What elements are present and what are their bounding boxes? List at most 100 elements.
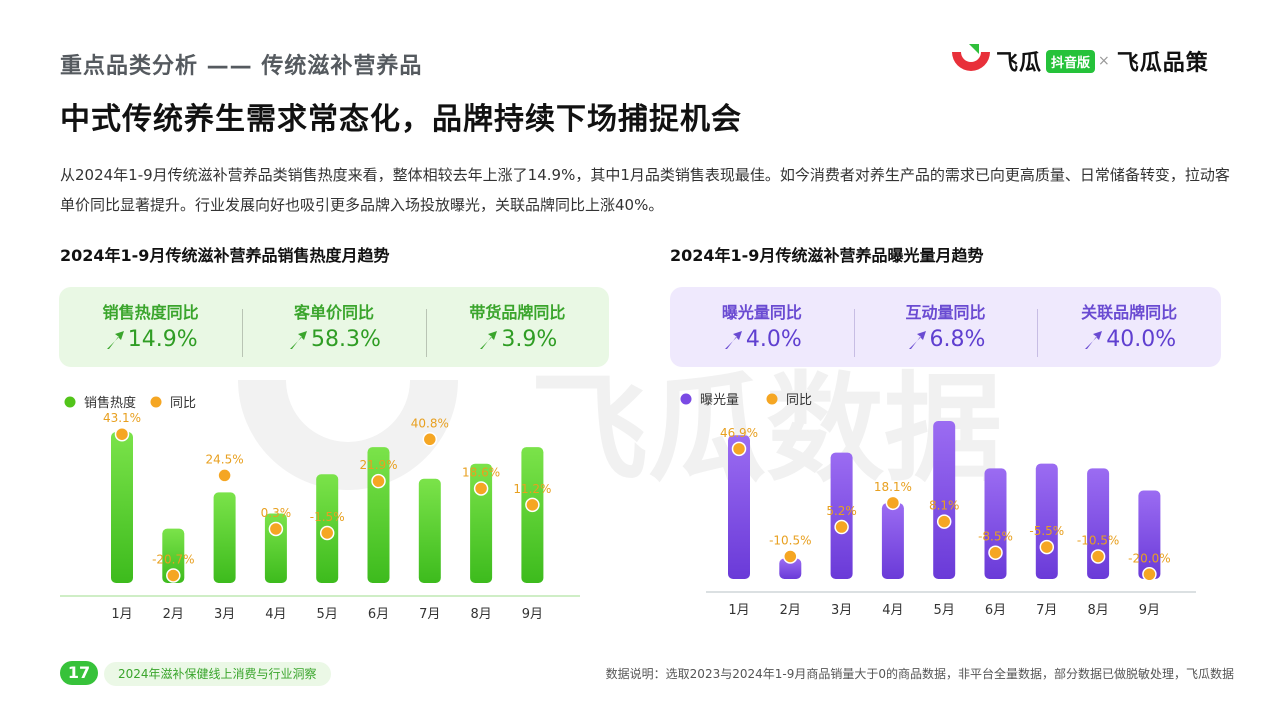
kpi-label: 客单价同比 (293, 303, 374, 322)
yoy-data-label: 11.2% (513, 482, 551, 496)
kpi-value-row: 3.9% (426, 327, 609, 352)
x-tick-label: 1月 (111, 607, 132, 622)
bar (162, 528, 185, 583)
yoy-data-label: 24.5% (206, 452, 244, 466)
page-number: 17 (60, 661, 98, 685)
x-tick-label: 7月 (1036, 603, 1057, 618)
bar (111, 432, 133, 583)
bar (470, 463, 493, 583)
bar (418, 478, 441, 583)
kpi-label: 互动量同比 (905, 303, 986, 322)
yoy-point (885, 495, 901, 511)
legend-bar-label: 销售热度 (84, 395, 136, 411)
kpi-value-row: 4.0% (670, 327, 854, 352)
yoy-point (1142, 567, 1157, 582)
yoy-point (936, 514, 952, 529)
yoy-data-label: 0.3% (261, 506, 292, 520)
x-tick-label: 6月 (368, 607, 389, 622)
yoy-point (473, 481, 489, 496)
yoy-data-label: -8.5% (978, 530, 1013, 544)
logo-brand-text: 飞瓜 (996, 51, 1043, 76)
yoy-point (834, 519, 849, 535)
data-note: 数据说明：选取2023与2024年1-9月商品销量大于0的商品数据，非平台全量数… (605, 667, 1234, 681)
logo-separator: × (1098, 53, 1110, 69)
kpi-value-row: 6.8% (854, 327, 1038, 352)
x-tick-label: 8月 (1087, 603, 1108, 618)
yoy-point (525, 497, 540, 513)
yoy-data-label: 21.9% (359, 458, 397, 472)
right-chart-title: 2024年1-9月传统滋补营养品曝光量月趋势 (670, 246, 984, 265)
yoy-data-label: 43.1% (103, 411, 141, 425)
bar (213, 492, 236, 583)
yoy-point (1090, 549, 1106, 564)
logo-badge: 抖音版 (1046, 49, 1096, 73)
section-title: 重点品类分析 —— 传统滋补营养品 (60, 54, 423, 79)
brand-logo: 飞瓜 抖音版 × 飞瓜品策 (950, 44, 1209, 78)
up-arrow-icon (1085, 330, 1103, 349)
legend-dot-label: 同比 (786, 393, 812, 408)
page-title: 中式传统养生需求常态化，品牌持续下场捕捉机会 (60, 102, 742, 137)
yoy-data-label: -10.5% (1077, 533, 1119, 547)
kpi-value: 14.9% (127, 327, 198, 352)
bar (779, 558, 802, 579)
yoy-point (988, 545, 1003, 560)
yoy-point (1039, 539, 1055, 555)
logo-partner-text: 飞瓜品策 (1116, 51, 1209, 76)
left-kpi-panel: 销售热度同比 14.9% 客单价同比 58.3% 带货品牌同比 3.9% (59, 287, 609, 367)
kpi-value: 6.8% (929, 327, 986, 352)
yoy-point (268, 521, 284, 537)
x-tick-label: 1月 (728, 603, 749, 618)
yoy-point (422, 432, 438, 447)
x-tick-label: 5月 (317, 607, 338, 622)
right-kpi-panel: 曝光量同比 4.0% 互动量同比 6.8% 关联品牌同比 40.0% (670, 287, 1221, 367)
legend-bar-marker (64, 396, 76, 408)
kpi-value-row: 58.3% (242, 327, 425, 352)
yoy-point (371, 473, 386, 489)
yoy-data-label: 5.2% (826, 504, 857, 518)
kpi-value: 3.9% (501, 327, 558, 352)
intro-paragraph: 从2024年1-9月传统滋补营养品类销售热度来看，整体相较去年上涨了14.9%，… (60, 166, 1230, 214)
legend-bar-label: 曝光量 (700, 393, 739, 408)
yoy-point (731, 441, 747, 457)
x-tick-label: 3月 (831, 603, 852, 618)
x-tick-label: 9月 (522, 607, 543, 622)
yoy-data-label: -10.5% (769, 533, 811, 547)
bar (830, 452, 853, 579)
legend-dot-marker (150, 396, 162, 408)
yoy-point (114, 426, 130, 442)
bar (984, 468, 1007, 579)
kpi-exposure: 曝光量同比 4.0% (670, 297, 854, 357)
kpi-brands: 带货品牌同比 3.9% (425, 297, 609, 357)
legend-dot-label: 同比 (170, 396, 196, 411)
kpi-value-row: 40.0% (1037, 327, 1221, 352)
kpi-related-brands: 关联品牌同比 40.0% (1037, 297, 1221, 357)
x-tick-label: 2月 (163, 607, 184, 622)
up-arrow-icon (724, 330, 742, 349)
legend-bar-marker (680, 393, 692, 405)
x-tick-label: 7月 (419, 607, 440, 622)
x-tick-label: 9月 (1139, 603, 1160, 618)
x-tick-label: 4月 (265, 607, 286, 622)
report-name: 2024年滋补保健线上消费与行业洞察 (104, 662, 331, 686)
kpi-label: 关联品牌同比 (1081, 303, 1178, 322)
bar (933, 421, 956, 579)
up-arrow-icon (290, 330, 308, 349)
kpi-value: 58.3% (311, 327, 381, 352)
kpi-interaction: 互动量同比 6.8% (853, 297, 1038, 357)
kpi-label: 销售热度同比 (102, 303, 199, 322)
up-arrow-icon (908, 330, 926, 349)
kpi-value: 4.0% (745, 327, 802, 352)
kpi-avg-price: 客单价同比 58.3% (242, 297, 425, 357)
bar (728, 435, 750, 579)
kpi-value-row: 14.9% (59, 327, 242, 352)
yoy-point (166, 568, 181, 583)
kpi-label: 带货品牌同比 (469, 303, 566, 322)
melon-logo-icon (952, 44, 990, 71)
bar (1138, 490, 1161, 579)
yoy-data-label: 40.8% (411, 416, 449, 430)
yoy-data-label: 46.9% (720, 426, 758, 440)
left-chart-title: 2024年1-9月传统滋补营养品销售热度月趋势 (60, 246, 390, 265)
bar (1087, 468, 1110, 579)
x-tick-label: 2月 (780, 603, 801, 618)
yoy-point (217, 468, 232, 483)
